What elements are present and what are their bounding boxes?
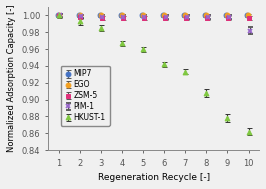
Legend: MIP7, EGO, ZSM-5, PIM-1, HKUST-1: MIP7, EGO, ZSM-5, PIM-1, HKUST-1 — [61, 66, 110, 126]
Y-axis label: Normalized Adsorption Capacity [-]: Normalized Adsorption Capacity [-] — [7, 5, 16, 152]
X-axis label: Regeneration Recycle [-]: Regeneration Recycle [-] — [98, 173, 210, 182]
